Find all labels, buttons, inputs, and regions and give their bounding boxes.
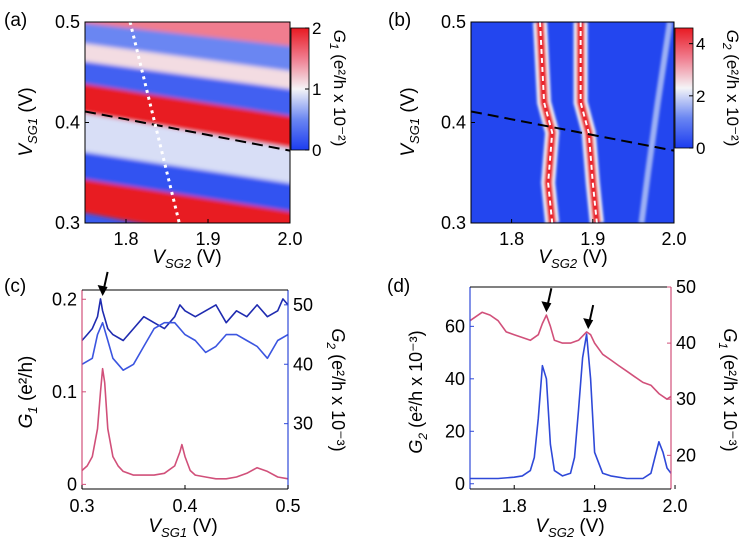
panel-d-right-tick-label: 40	[676, 333, 696, 353]
panel-b-colorbar-tick-label: 4	[696, 35, 705, 54]
panel-b-label: (b)	[388, 10, 411, 31]
panel-b-colorbar	[674, 27, 694, 149]
panel-a-heatmap	[85, 22, 290, 223]
panel-d-arrow-head	[583, 318, 594, 330]
panel-a-xtick-label: 2.0	[277, 229, 302, 249]
panel-a-colorbar-tick-label: 0	[312, 141, 321, 160]
panel-a-xtick-label: 1.9	[195, 229, 220, 249]
panel-d-right-tick-label: 20	[676, 445, 696, 465]
panel-d-left-tick-label: 0	[455, 474, 465, 494]
panel-b-xtick-label: 1.8	[499, 229, 524, 249]
panel-b-xtick-label: 1.9	[580, 229, 605, 249]
panel-c-left-tick-label: 0	[67, 474, 77, 494]
panel-c-ylabel-right: G2 (e²/h x 10⁻³)	[324, 328, 348, 451]
panel-b-ytick-label: 0.5	[441, 12, 466, 32]
panel-b-ridge-trace	[539, 22, 554, 223]
panel-b-xlabel: VSG2 (V)	[538, 247, 607, 271]
panel-b-colorbar-label: G2 (e²/h x 10⁻²)	[720, 30, 742, 147]
panel-a-label: (a)	[4, 10, 27, 31]
panel-d-left-tick-label: 60	[445, 316, 465, 336]
panel-c-xtick-label: 0.4	[172, 496, 197, 516]
panel-d-arrow-head	[541, 301, 552, 313]
panel-b-ridge-trace	[579, 22, 598, 223]
panel-d-xtick-label: 1.8	[502, 496, 527, 516]
panel-a-stripe	[85, 83, 290, 148]
panel-c-xtick-label: 0.5	[275, 496, 300, 516]
panel-d-xtick-label: 1.9	[582, 496, 607, 516]
panel-a-xlabel: VSG2 (V)	[152, 247, 221, 271]
panel-a-stripe	[85, 179, 290, 223]
panel-d-series-g2	[470, 333, 672, 480]
panel-a-stripe	[85, 61, 290, 116]
panel-a-colorbar-label: G1 (e²/h x 10⁻²)	[327, 30, 349, 147]
panel-a-dashed-black-line	[85, 110, 290, 152]
panel-b-colorbar-tick-label: 2	[696, 87, 705, 106]
panel-d-xtick-label: 2.0	[663, 496, 688, 516]
panel-d-ylabel-right: G1 (e²/h x 10⁻³)	[716, 328, 740, 451]
panel-b-dashed-black-line	[471, 110, 674, 152]
panel-a-colorbar-tick-label: 2	[312, 19, 321, 38]
panel-b-ytick-label: 0.3	[441, 213, 466, 233]
panel-d-series-g1	[469, 311, 672, 400]
panel-d-left-tick-label: 40	[445, 369, 465, 389]
panel-a-stripe	[85, 22, 290, 47]
panel-a-ytick-label: 0.3	[55, 213, 80, 233]
panel-c-xtick-label: 0.3	[69, 496, 94, 516]
panel-b-colorbar-tick-label: 0	[696, 139, 705, 158]
panel-c-right-tick-label: 50	[293, 295, 313, 315]
panel-c-series-g2-light-	[81, 321, 289, 371]
panel-d-label: (d)	[387, 276, 410, 297]
panel-a-stripe	[85, 152, 290, 212]
panel-d-left-tick-label: 20	[445, 421, 465, 441]
panel-d-right-tick-label: 30	[676, 389, 696, 409]
panel-d-right-tick-label: 50	[676, 277, 696, 297]
panel-c-ylabel-left: G1 (e²/h)	[16, 356, 40, 429]
panel-b-ridge	[638, 22, 673, 223]
panel-a-ylabel: VSG1 (V)	[16, 87, 40, 156]
panel-d-xlabel: VSG2 (V)	[535, 516, 604, 540]
panel-a: (a) 1.8 1.9 2.0 0.3 0.4 0.5 VSG2 (V) VSG1 (V…	[4, 10, 349, 271]
panel-b-ylabel: VSG1 (V)	[398, 87, 422, 156]
panel-a-stripe	[85, 23, 290, 71]
panel-a-xtick-label: 1.8	[113, 229, 138, 249]
panel-a-ytick-label: 0.4	[55, 113, 80, 133]
panel-c-xlabel: VSG1 (V)	[148, 516, 217, 540]
panel-a-stripe	[85, 113, 290, 184]
panel-d-ylabel-left: G2 (e²/h x 10⁻³)	[406, 330, 430, 453]
panel-c-right-tick-label: 40	[293, 354, 313, 374]
panel-c-series-g1	[81, 367, 289, 480]
panel-c-right-tick-label: 30	[293, 414, 313, 434]
panel-c-label: (c)	[4, 276, 26, 297]
panel-a-stripe	[85, 43, 290, 89]
panel-c-left-tick-label: 0.2	[52, 289, 77, 309]
panel-a-colorbar-tick-label: 1	[312, 80, 321, 99]
panel-b-ytick-label: 0.4	[441, 113, 466, 133]
panel-c-left-tick-label: 0.1	[52, 382, 77, 402]
panel-b-xtick-label: 2.0	[661, 229, 686, 249]
panel-b: (b) 1.8 1.9 2.0 0.3 0.4 0.5 VSG2 (V) VSG1 (V…	[388, 10, 742, 271]
panel-b-heatmap	[471, 22, 674, 223]
panel-c: (c) 0.3 0.4 0.5 0 0.1 0.2 30 40 50 VSG1 (V) G1…	[4, 271, 348, 540]
panel-a-ytick-label: 0.5	[55, 12, 80, 32]
panel-c-series-g2-dark-	[81, 298, 289, 342]
